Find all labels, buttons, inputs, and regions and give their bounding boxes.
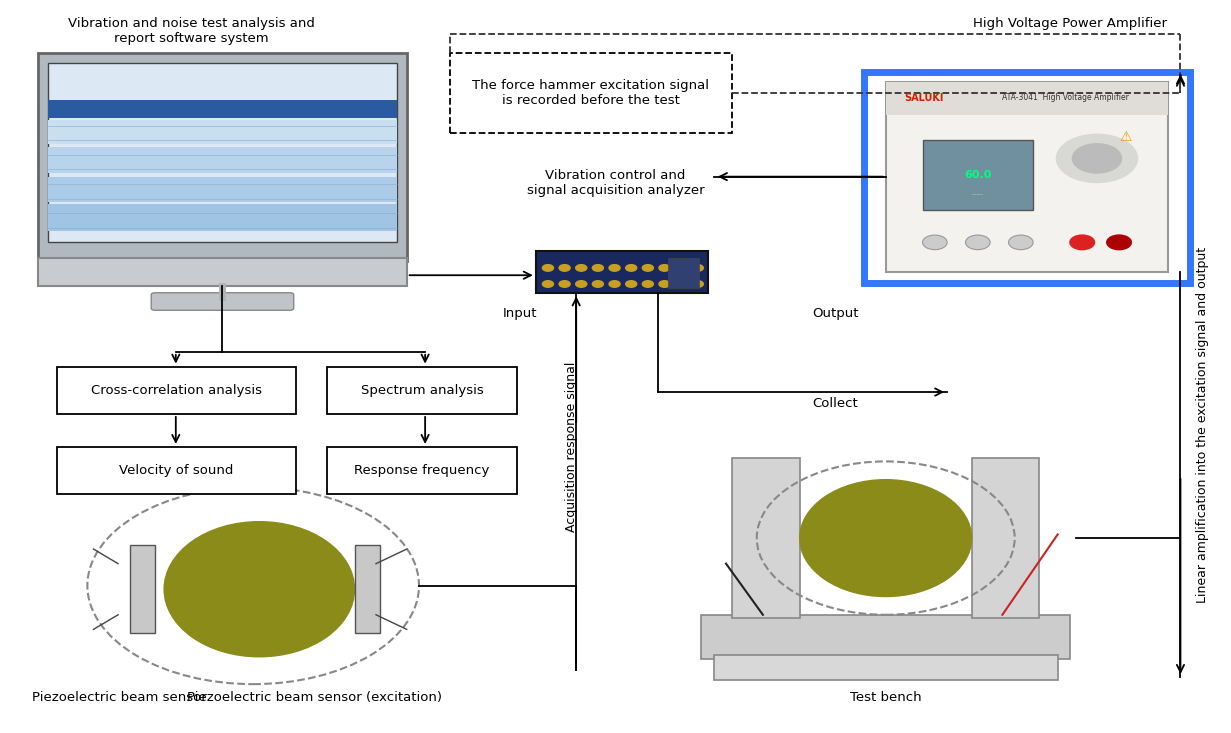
FancyBboxPatch shape [886,81,1168,114]
Text: SALUKI: SALUKI [904,93,943,103]
Circle shape [1056,134,1137,183]
FancyBboxPatch shape [130,545,155,633]
FancyBboxPatch shape [355,545,379,633]
Circle shape [592,281,603,287]
Circle shape [625,281,636,287]
Circle shape [1072,144,1121,173]
Circle shape [965,235,990,250]
Circle shape [576,265,587,271]
Circle shape [659,281,670,287]
FancyBboxPatch shape [327,447,517,494]
Text: High Voltage Power Amplifier: High Voltage Power Amplifier [972,18,1167,31]
FancyBboxPatch shape [971,458,1039,619]
Text: 60.0: 60.0 [964,170,991,180]
Circle shape [609,265,620,271]
Circle shape [676,265,687,271]
Text: Piezoelectric beam sensor: Piezoelectric beam sensor [32,691,207,704]
Text: Linear amplification into the excitation signal and output: Linear amplification into the excitation… [1197,247,1209,603]
Circle shape [643,265,654,271]
Text: The force hammer excitation signal
is recorded before the test: The force hammer excitation signal is re… [473,78,709,107]
Text: ⚠: ⚠ [1119,130,1131,144]
FancyBboxPatch shape [48,64,396,243]
FancyBboxPatch shape [151,292,294,310]
FancyBboxPatch shape [449,53,732,133]
FancyBboxPatch shape [48,100,396,118]
Text: Vibration and noise test analysis and
report software system: Vibration and noise test analysis and re… [69,18,315,45]
FancyBboxPatch shape [48,147,396,173]
Circle shape [692,281,703,287]
FancyBboxPatch shape [886,81,1168,271]
Circle shape [609,281,620,287]
FancyBboxPatch shape [922,140,1033,210]
FancyBboxPatch shape [57,447,297,494]
Text: ----: ---- [971,191,984,199]
FancyBboxPatch shape [57,366,297,414]
Text: ATA-3041  High Voltage Amplifier: ATA-3041 High Voltage Amplifier [1002,93,1129,103]
FancyBboxPatch shape [38,53,406,261]
Text: Response frequency: Response frequency [355,464,490,477]
FancyBboxPatch shape [668,259,699,287]
Text: Cross-correlation analysis: Cross-correlation analysis [91,384,262,397]
Circle shape [922,235,947,250]
Circle shape [559,265,570,271]
FancyBboxPatch shape [327,366,517,414]
FancyBboxPatch shape [48,177,396,202]
FancyBboxPatch shape [732,458,800,619]
Text: Test bench: Test bench [849,691,922,704]
Ellipse shape [800,479,971,597]
Text: Output: Output [812,307,858,320]
Circle shape [592,265,603,271]
Circle shape [543,265,554,271]
Circle shape [1070,235,1094,250]
Circle shape [1107,235,1131,250]
FancyBboxPatch shape [702,615,1070,658]
Text: Collect: Collect [812,397,858,410]
FancyBboxPatch shape [38,259,406,286]
FancyBboxPatch shape [48,120,396,144]
Circle shape [659,265,670,271]
Circle shape [676,281,687,287]
FancyBboxPatch shape [48,205,396,232]
Text: Vibration control and
signal acquisition analyzer: Vibration control and signal acquisition… [527,169,704,197]
Circle shape [1008,235,1033,250]
Circle shape [625,265,636,271]
Text: Spectrum analysis: Spectrum analysis [361,384,484,397]
Circle shape [87,487,419,684]
Text: Velocity of sound: Velocity of sound [119,464,234,477]
Ellipse shape [164,522,355,657]
Text: Input: Input [502,307,537,320]
Circle shape [559,281,570,287]
FancyBboxPatch shape [714,655,1057,680]
FancyBboxPatch shape [535,251,708,293]
Circle shape [643,281,654,287]
Text: Acquisition response signal: Acquisition response signal [565,361,577,532]
Circle shape [692,265,703,271]
Text: Piezoelectric beam sensor (excitation): Piezoelectric beam sensor (excitation) [187,691,442,704]
Circle shape [576,281,587,287]
Circle shape [543,281,554,287]
